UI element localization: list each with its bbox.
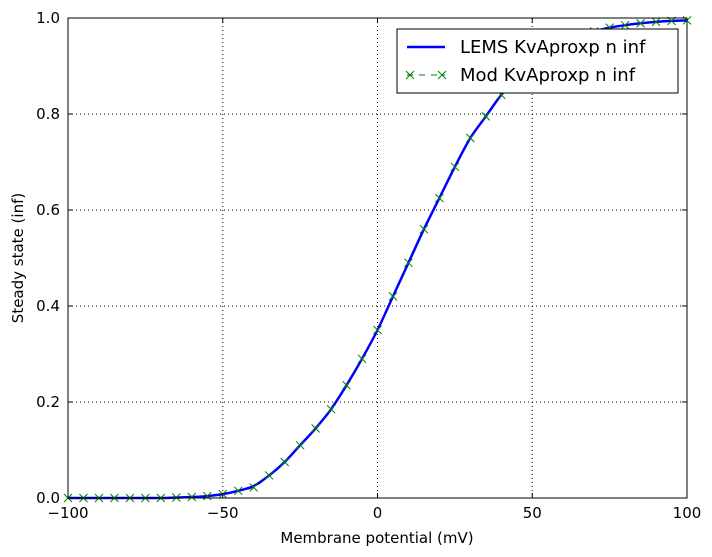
x-marker-stroke	[326, 404, 336, 414]
y-tick-label: 0.6	[36, 201, 60, 219]
data-point-marker	[342, 380, 351, 390]
y-tick-label: 0.8	[36, 105, 60, 123]
data-point-marker	[202, 491, 212, 501]
x-marker-stroke	[636, 18, 645, 28]
x-marker-stroke	[342, 380, 351, 390]
grid-lines	[68, 18, 687, 498]
data-point-marker	[450, 162, 460, 172]
x-marker-stroke	[651, 17, 661, 27]
y-tick-label: 0.0	[36, 489, 60, 507]
data-point-marker	[404, 258, 413, 268]
data-point-marker	[357, 354, 367, 364]
x-marker-stroke	[264, 471, 274, 480]
x-tick-label: 0	[373, 504, 383, 522]
data-point-marker	[311, 424, 320, 433]
data-point-marker	[481, 112, 491, 121]
x-tick-label: −50	[207, 504, 239, 522]
legend-marker-mod	[405, 70, 415, 80]
data-point-marker	[388, 292, 398, 301]
x-marker-stroke	[450, 162, 460, 172]
data-point-marker	[280, 457, 290, 467]
data-point-marker	[651, 17, 661, 27]
x-marker-stroke	[437, 70, 447, 80]
data-point-marker	[620, 20, 630, 30]
x-tick-label: −100	[47, 504, 88, 522]
legend-label-mod: Mod KvAproxp n inf	[460, 65, 636, 86]
x-marker-stroke	[373, 325, 382, 335]
data-point-marker	[636, 18, 645, 28]
data-point-marker	[264, 471, 274, 480]
legend-label-lems: LEMS KvAproxp n inf	[460, 37, 646, 58]
x-marker-stroke	[481, 112, 491, 121]
y-axis-label: Steady state (inf)	[9, 193, 27, 323]
y-tick-labels: 0.0 0.2 0.4 0.6 0.8 1.0	[36, 9, 60, 507]
x-marker-stroke	[249, 483, 259, 492]
x-marker-stroke	[187, 492, 197, 502]
x-marker-stroke	[404, 258, 413, 268]
x-marker-stroke	[435, 193, 444, 203]
y-tick-label: 1.0	[36, 9, 60, 27]
x-marker-stroke	[357, 354, 367, 364]
data-point-marker	[249, 483, 259, 492]
x-marker-stroke	[311, 424, 320, 433]
data-point-marker	[233, 486, 243, 496]
x-tick-label: 100	[673, 504, 702, 522]
y-tick-label: 0.2	[36, 393, 60, 411]
axis-ticks	[67, 17, 688, 499]
data-point-marker	[465, 133, 475, 143]
x-marker-stroke	[233, 486, 243, 496]
y-tick-label: 0.4	[36, 297, 60, 315]
x-axis-label: Membrane potential (mV)	[280, 529, 473, 547]
data-point-marker	[373, 325, 382, 335]
x-marker-stroke	[405, 70, 415, 80]
x-tick-label: 50	[523, 504, 542, 522]
data-point-marker	[326, 404, 336, 414]
x-marker-stroke	[419, 224, 429, 234]
x-marker-stroke	[295, 440, 305, 450]
data-point-marker	[187, 492, 197, 502]
x-tick-labels: −100 −50 0 50 100	[47, 504, 701, 522]
x-marker-stroke	[620, 20, 630, 30]
data-point-marker	[419, 224, 429, 234]
data-point-marker	[435, 193, 444, 203]
x-marker-stroke	[388, 292, 398, 301]
x-marker-stroke	[465, 133, 475, 143]
legend: LEMS KvAproxp n inf Mod KvAproxp n inf	[396, 28, 679, 94]
legend-box	[396, 28, 679, 94]
x-marker-stroke	[280, 457, 290, 467]
data-point-marker	[295, 440, 305, 450]
legend-marker-mod	[437, 70, 447, 80]
x-marker-stroke	[202, 491, 212, 501]
